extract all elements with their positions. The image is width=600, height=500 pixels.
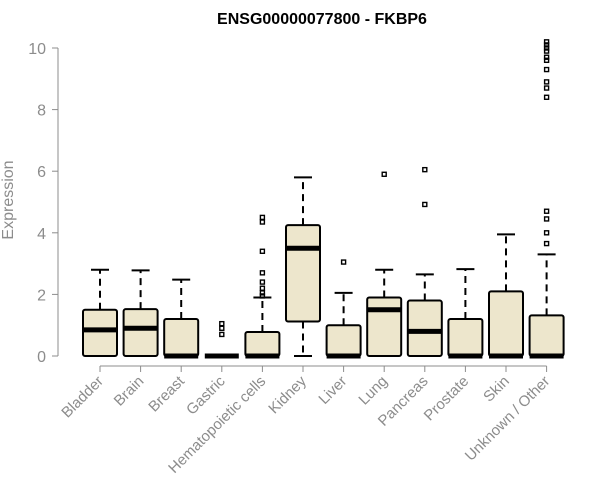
outlier-point bbox=[543, 66, 550, 73]
box-group bbox=[244, 214, 281, 359]
box-group bbox=[406, 166, 443, 357]
box-group bbox=[204, 320, 239, 359]
outlier-point bbox=[543, 39, 550, 45]
outlier-point bbox=[259, 290, 266, 296]
outlier-point bbox=[259, 285, 266, 291]
iqr-box bbox=[366, 296, 403, 358]
outlier-point bbox=[543, 94, 550, 100]
y-tick-label: 8 bbox=[37, 103, 46, 120]
outlier-point bbox=[381, 171, 387, 177]
x-tick-label: Kidney bbox=[265, 372, 310, 417]
outlier-point bbox=[422, 201, 428, 208]
outlier-point bbox=[259, 248, 266, 254]
x-tick-label: Lung bbox=[355, 373, 391, 409]
outlier-point bbox=[543, 54, 550, 60]
box-group bbox=[82, 268, 118, 357]
box-group bbox=[447, 268, 484, 359]
outlier-point bbox=[259, 270, 266, 276]
outlier-point bbox=[543, 208, 550, 214]
box-group bbox=[285, 176, 321, 357]
iqr-box bbox=[244, 330, 281, 358]
iqr-box bbox=[325, 324, 362, 358]
outlier-point bbox=[340, 259, 347, 265]
outlier-point bbox=[543, 85, 550, 91]
iqr-box bbox=[82, 308, 118, 357]
x-tick-label: Prostate bbox=[421, 373, 473, 425]
iqr-box bbox=[488, 290, 524, 358]
y-tick-label: 6 bbox=[37, 164, 46, 181]
outlier-point bbox=[259, 219, 266, 225]
y-tick-label: 0 bbox=[37, 349, 46, 366]
outlier-point bbox=[219, 325, 225, 331]
outlier-point bbox=[219, 320, 225, 327]
outlier-point bbox=[543, 57, 550, 64]
outlier-point bbox=[259, 279, 266, 285]
y-tick-label: 4 bbox=[37, 226, 46, 243]
box-group bbox=[528, 39, 565, 359]
outlier-point bbox=[543, 79, 550, 85]
outlier-point bbox=[543, 240, 550, 247]
iqr-box bbox=[163, 318, 200, 358]
x-tick-label: Bladder bbox=[58, 373, 107, 422]
iqr-box bbox=[122, 308, 159, 357]
outlier-point bbox=[543, 45, 550, 51]
outlier-point bbox=[543, 230, 550, 236]
x-tick-label: Breast bbox=[145, 372, 188, 415]
x-tick-label: Skin bbox=[480, 373, 513, 406]
box-group bbox=[122, 269, 159, 357]
iqr-box bbox=[528, 314, 565, 357]
iqr-box bbox=[285, 224, 321, 323]
boxes-layer bbox=[82, 39, 565, 359]
outlier-point bbox=[259, 214, 266, 221]
outlier-point bbox=[543, 216, 550, 222]
y-tick-label: 10 bbox=[28, 41, 46, 58]
y-axis-label: Expression bbox=[0, 160, 17, 239]
box-group bbox=[325, 259, 362, 359]
x-tick-label: Liver bbox=[315, 373, 350, 408]
y-tick-label: 2 bbox=[37, 287, 46, 304]
iqr-box bbox=[447, 318, 484, 358]
outlier-point bbox=[543, 42, 550, 48]
box-group bbox=[163, 278, 200, 359]
outlier-point bbox=[422, 166, 428, 173]
outlier-point bbox=[259, 293, 266, 299]
box-group bbox=[366, 171, 403, 358]
outlier-point bbox=[543, 48, 550, 54]
x-tick-label: Brain bbox=[111, 373, 148, 410]
outlier-point bbox=[219, 331, 225, 338]
iqr-box bbox=[406, 299, 443, 357]
chart-title: ENSG00000077800 - FKBP6 bbox=[217, 11, 427, 28]
box-group bbox=[488, 233, 524, 359]
